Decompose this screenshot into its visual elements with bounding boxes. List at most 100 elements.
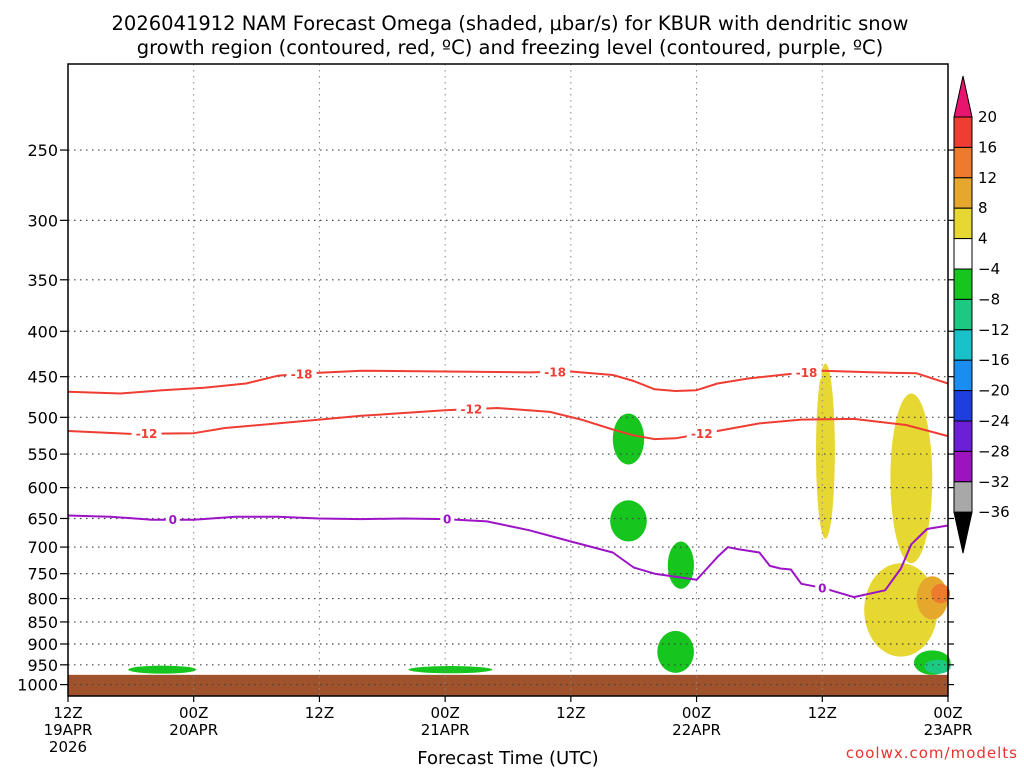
- contour-label-1-2: -12: [691, 427, 713, 441]
- colorbar: 20 16 12 8 4 −4 −8 −12 −16 −20 −24 −28 −32 −36: [953, 75, 1010, 554]
- x-tick-time-6: 12Z: [808, 704, 837, 722]
- contour-lines: [67, 369, 949, 599]
- colorbar-box-1: [953, 116, 973, 148]
- x-tick-time-7: 00Z: [933, 704, 962, 722]
- contour-label-2-1: 0: [443, 513, 451, 527]
- omega-cell-1: [408, 666, 493, 674]
- colorbar-box-12: [953, 450, 973, 483]
- colorbar-label-12: −32: [978, 473, 1010, 491]
- omega-cell-2: [612, 413, 645, 465]
- y-tick-label-7: 600: [27, 479, 58, 498]
- contour-label-bg-2-0: [165, 512, 180, 527]
- gridlines: [68, 64, 948, 696]
- chart-title-line-1: 2026041912 NAM Forecast Omega (shaded, μ…: [112, 12, 909, 35]
- omega-cell-0: [128, 665, 197, 674]
- y-tick-label-8: 650: [27, 509, 58, 528]
- contour-label-bg-1-1: [456, 402, 487, 417]
- colorbar-label-11: −28: [978, 442, 1010, 460]
- y-tick-label-1: 300: [27, 211, 58, 230]
- contour-labels: -18 -18 -18 -12 -12 -12 0 0 0: [131, 364, 830, 595]
- contour-label-bg-1-2: [686, 426, 717, 441]
- x-tick-time-0: 12Z: [53, 704, 82, 722]
- y-tick-label-13: 900: [27, 635, 58, 654]
- contour-label-0-0: -18: [291, 367, 313, 381]
- x-tick-date-1: 20APR: [169, 721, 218, 739]
- colorbar-label-9: −20: [978, 382, 1010, 400]
- colorbar-box-10: [953, 390, 973, 422]
- y-tick-label-3: 400: [27, 322, 58, 341]
- colorbar-box-2: [953, 146, 973, 179]
- colorbar-box-9: [953, 359, 973, 392]
- x-tick-date-5: 22APR: [672, 721, 721, 739]
- omega-cell-5: [657, 630, 694, 673]
- y-tick-label-9: 700: [27, 538, 58, 557]
- colorbar-box-7: [953, 298, 973, 331]
- omega-cell-7: [890, 393, 933, 564]
- omega-cell-12: [924, 659, 951, 674]
- colorbar-label-8: −16: [978, 351, 1010, 369]
- contour-label-bg-2-2: [815, 580, 830, 595]
- colorbar-box-6: [953, 268, 973, 300]
- pressure-axis: 250 300 350 400 450 500 550 600 650 700 750 800 850 9…: [17, 141, 954, 695]
- colorbar-box-8: [953, 329, 973, 361]
- colorbar-box-5: [953, 238, 973, 270]
- colorbar-label-13: −36: [978, 503, 1010, 521]
- colorbar-label-6: −8: [978, 290, 1000, 308]
- colorbar-box-3: [953, 177, 973, 209]
- plot-frame: [67, 63, 949, 697]
- x-tick-year-0: 2026: [49, 738, 87, 756]
- x-tick-time-4: 12Z: [556, 704, 585, 722]
- terrain-surface: [68, 674, 948, 696]
- colorbar-box-11: [953, 420, 973, 452]
- colorbar-bottom-arrow: [953, 511, 973, 554]
- y-tick-label-2: 350: [27, 271, 58, 290]
- contour-label-bg-1-0: [131, 426, 162, 441]
- chart-title: 2026041912 NAM Forecast Omega (shaded, μ…: [112, 12, 909, 59]
- contour-label-bg-0-1: [540, 364, 571, 379]
- contour-0-2: [67, 514, 949, 599]
- contour-label-1-1: -12: [460, 403, 482, 417]
- y-tick-label-10: 750: [27, 565, 58, 584]
- colorbar-label-10: −24: [978, 412, 1010, 430]
- x-tick-date-3: 21APR: [421, 721, 470, 739]
- omega-shading: [128, 363, 951, 675]
- y-tick-label-4: 450: [27, 368, 58, 387]
- x-tick-time-1: 00Z: [179, 704, 208, 722]
- y-tick-label-5: 500: [27, 408, 58, 427]
- colorbar-box-13: [953, 481, 973, 513]
- y-tick-label-6: 550: [27, 445, 58, 464]
- colorbar-top-arrow: [953, 75, 973, 118]
- contour-label-0-2: -18: [796, 366, 818, 380]
- contour-label-bg-0-0: [286, 366, 317, 381]
- colorbar-box-4: [953, 207, 973, 240]
- y-tick-label-12: 850: [27, 613, 58, 632]
- colorbar-label-4: 4: [978, 230, 988, 248]
- x-tick-date-0: 19APR: [44, 721, 93, 739]
- x-tick-time-3: 00Z: [430, 704, 459, 722]
- contour-label-2-2: 0: [818, 581, 826, 595]
- colorbar-label-0: 20: [978, 108, 997, 126]
- chart-title-line-2: growth region (contoured, red, ºC) and f…: [137, 36, 884, 59]
- colorbar-label-1: 16: [978, 138, 997, 156]
- x-tick-time-5: 00Z: [682, 704, 711, 722]
- contour-label-bg-0-2: [791, 365, 822, 380]
- contour--12-1: [67, 407, 949, 441]
- omega-cell-3: [610, 500, 647, 542]
- x-tick-time-2: 12Z: [305, 704, 334, 722]
- contour-label-2-0: 0: [169, 513, 177, 527]
- x-axis-title: Forecast Time (UTC): [417, 748, 598, 768]
- y-tick-label-11: 800: [27, 590, 58, 609]
- colorbar-label-3: 8: [978, 199, 988, 217]
- colorbar-label-5: −4: [978, 260, 1000, 278]
- omega-cell-4: [667, 541, 694, 589]
- contour-label-bg-2-1: [440, 512, 455, 527]
- y-tick-label-14: 950: [27, 656, 58, 675]
- x-tick-date-7: 23APR: [924, 721, 973, 739]
- omega-cell-6: [816, 363, 835, 539]
- colorbar-label-7: −12: [978, 321, 1010, 339]
- y-tick-label-0: 250: [27, 141, 58, 160]
- contour-label-1-0: -12: [136, 427, 158, 441]
- credit-text: coolwx.com/modelts: [846, 744, 1018, 762]
